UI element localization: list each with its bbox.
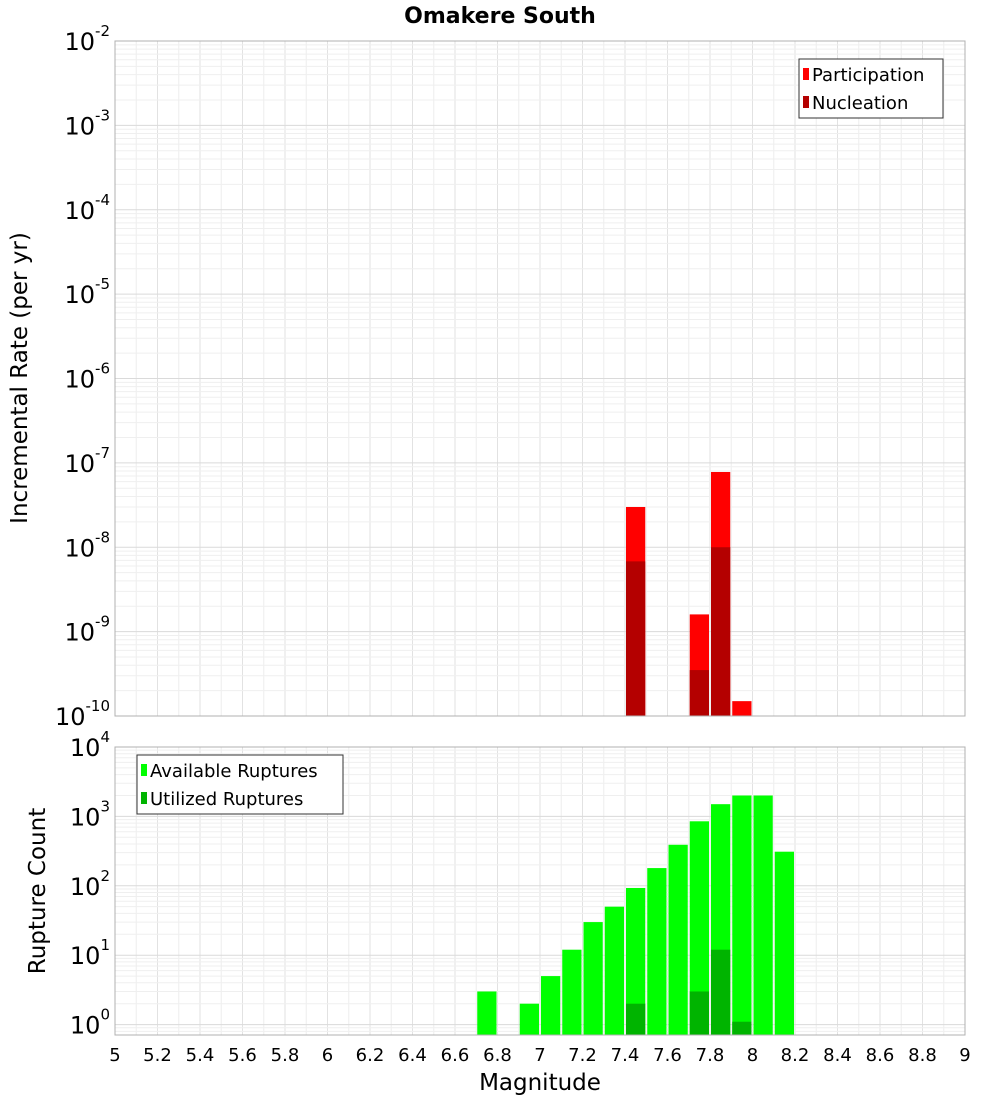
x-tick-label: 8.6 xyxy=(866,1045,895,1066)
legend-swatch xyxy=(141,764,147,776)
count-bar-available-ruptures-13 xyxy=(774,851,794,1035)
x-tick-label: 7 xyxy=(534,1045,545,1066)
y-tick-label: 101 xyxy=(70,936,110,970)
legend-entry-label: Participation xyxy=(812,65,924,86)
count-bar-utilized-ruptures-3 xyxy=(732,1021,752,1035)
y-tick-label: 10-9 xyxy=(64,613,110,647)
rate-bar-nucleation-2 xyxy=(711,547,731,716)
rate-bar-participation-3 xyxy=(732,701,752,716)
x-tick-label: 6.2 xyxy=(356,1045,385,1066)
count-bar-available-ruptures-1 xyxy=(519,1003,539,1035)
x-tick-label: 6 xyxy=(322,1045,333,1066)
chart-title: Omakere South xyxy=(404,4,596,29)
count-bar-available-ruptures-5 xyxy=(604,906,624,1035)
x-tick-label: 5 xyxy=(109,1045,120,1066)
x-tick-label: 7.8 xyxy=(696,1045,725,1066)
y-tick-label: 10-5 xyxy=(64,275,110,309)
x-tick-label: 7.4 xyxy=(611,1045,640,1066)
count-bar-available-ruptures-9 xyxy=(689,821,709,1035)
legend-box xyxy=(136,754,344,815)
x-tick-label: 5.8 xyxy=(271,1045,300,1066)
rate-bar-nucleation-1 xyxy=(689,670,709,716)
y-tick-label: 10-6 xyxy=(64,360,110,394)
count-plot-frame xyxy=(114,746,966,1036)
x-tick-label: 7.6 xyxy=(653,1045,682,1066)
count-bar-available-ruptures-8 xyxy=(668,844,688,1035)
count-y-axis-label: Rupture Count xyxy=(25,808,51,974)
count-panel: 100 101 102 103 104 Rupture Count Available … xyxy=(25,728,966,1040)
x-tick-label: 6.8 xyxy=(483,1045,512,1066)
y-tick-label: 103 xyxy=(70,797,110,831)
y-tick-label: 10-10 xyxy=(55,697,110,731)
rate-y-axis-label: Incremental Rate (per yr) xyxy=(7,232,33,524)
y-tick-label: 102 xyxy=(70,867,110,901)
x-tick-label: 8.2 xyxy=(781,1045,810,1066)
count-y-ticks: 100 101 102 103 104 xyxy=(70,728,110,1040)
y-tick-label: 10-3 xyxy=(64,106,110,140)
count-bar-available-ruptures-12 xyxy=(753,795,773,1035)
count-bar-utilized-ruptures-0 xyxy=(626,1003,646,1035)
x-tick-label: 8.4 xyxy=(823,1045,852,1066)
legend-entry-label: Available Ruptures xyxy=(150,761,318,782)
rate-bar-nucleation-0 xyxy=(626,561,646,716)
legend-box xyxy=(798,58,944,119)
rate-plot-frame xyxy=(114,40,966,717)
x-ticks: 5 5.2 5.4 5.6 5.8 6 6.2 6.4 6.6 6.8 7 7.2 7.4 7.6 7.8 8… xyxy=(109,1045,970,1066)
y-tick-label: 10-7 xyxy=(64,444,110,478)
count-bars xyxy=(477,795,794,1035)
x-tick-label: 9 xyxy=(959,1045,970,1066)
legend-swatch xyxy=(803,68,809,80)
x-tick-label: 7.2 xyxy=(568,1045,597,1066)
legend-entry-label: Nucleation xyxy=(812,93,908,114)
count-bar-available-ruptures-0 xyxy=(477,991,497,1035)
rate-legend: Participation Nucleation xyxy=(798,58,944,119)
count-bar-available-ruptures-2 xyxy=(541,976,561,1035)
rate-panel: 10-10 10-9 10-8 10-7 10-6 10-5 10-4 10-3 10-2 In… xyxy=(7,22,966,731)
x-tick-label: 5.4 xyxy=(186,1045,215,1066)
x-tick-label: 8 xyxy=(747,1045,758,1066)
y-tick-label: 10-2 xyxy=(64,22,110,56)
count-bar-available-ruptures-11 xyxy=(732,795,752,1035)
count-legend: Available Ruptures Utilized Ruptures xyxy=(136,754,344,815)
x-tick-label: 8.8 xyxy=(908,1045,937,1066)
count-bar-available-ruptures-6 xyxy=(626,887,646,1035)
count-bar-available-ruptures-3 xyxy=(562,949,582,1035)
rate-bars xyxy=(626,471,752,716)
rate-y-ticks: 10-10 10-9 10-8 10-7 10-6 10-5 10-4 10-3 10-2 xyxy=(55,22,110,731)
y-tick-label: 100 xyxy=(70,1006,110,1040)
x-tick-label: 5.2 xyxy=(143,1045,172,1066)
x-tick-label: 6.4 xyxy=(398,1045,427,1066)
count-bar-utilized-ruptures-1 xyxy=(689,991,709,1035)
legend-entry-label: Utilized Ruptures xyxy=(150,789,303,810)
x-tick-label: 6.6 xyxy=(441,1045,470,1066)
y-tick-label: 10-8 xyxy=(64,528,110,562)
count-bar-available-ruptures-4 xyxy=(583,922,603,1035)
count-gridlines xyxy=(114,746,966,1035)
rate-gridlines xyxy=(114,40,966,717)
x-tick-label: 5.6 xyxy=(228,1045,257,1066)
legend-swatch xyxy=(141,792,147,804)
count-bar-utilized-ruptures-2 xyxy=(711,949,731,1035)
x-axis-label: Magnitude xyxy=(479,1070,601,1096)
y-tick-label: 104 xyxy=(70,728,110,762)
legend-swatch xyxy=(803,96,809,108)
count-bar-available-ruptures-7 xyxy=(647,868,667,1035)
y-tick-label: 10-4 xyxy=(64,191,110,225)
